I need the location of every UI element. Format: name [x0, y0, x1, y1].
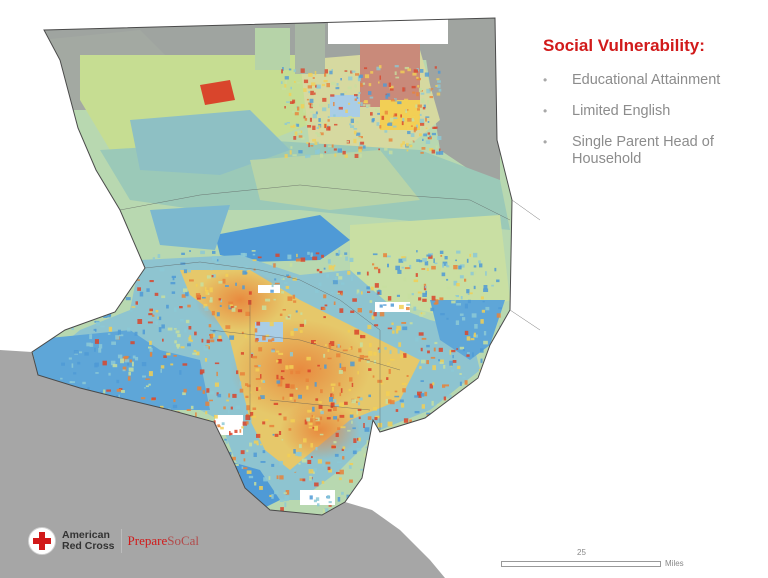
bullet-icon: •: [543, 104, 548, 118]
red-cross-icon: [28, 527, 56, 555]
program-name: PrepareSoCal: [128, 533, 200, 549]
logo-divider: [120, 529, 122, 553]
scale-unit: Miles: [665, 559, 684, 568]
program-part1: Prepare: [127, 533, 168, 548]
info-panel: Social Vulnerability: • Educational Attai…: [543, 36, 758, 182]
red-cross-logo: American Red Cross PrepareSoCal: [28, 527, 199, 555]
bullet-item: • Educational Attainment: [543, 72, 758, 89]
bullet-text: Educational Attainment: [572, 72, 721, 88]
bullet-icon: •: [543, 135, 548, 149]
bullet-item: • Limited English: [543, 103, 758, 120]
org-line1: American: [62, 529, 110, 541]
bullet-item: • Single Parent Head of Household: [543, 134, 758, 168]
org-line2: Red Cross: [62, 540, 115, 552]
org-name: American Red Cross: [62, 530, 115, 552]
bullet-text: Single Parent Head of Household: [572, 134, 714, 167]
program-part2: SoCal: [167, 533, 200, 548]
slide-title: Social Vulnerability:: [543, 36, 705, 55]
district-boundaries: [119, 184, 511, 430]
ocean: [0, 350, 445, 578]
scale-value: 25: [577, 548, 586, 557]
county-boundary: [31, 17, 513, 516]
bullet-list: • Educational Attainment • Limited English…: [543, 72, 758, 168]
bullet-text: Limited English: [572, 103, 671, 119]
scale-bar-line: [501, 561, 661, 567]
bullet-icon: •: [543, 73, 548, 87]
